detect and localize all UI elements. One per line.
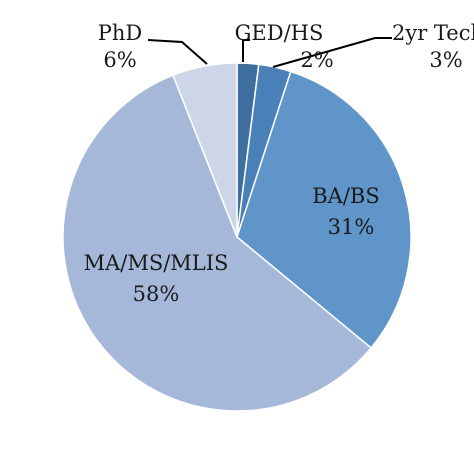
slice-labels: GED/HS 2% 2yr Tech 3% BA/BS 31% MA/MS/MLIS 58% P… bbox=[84, 21, 474, 306]
pie-slices bbox=[62, 62, 412, 412]
leader-line-ged-hs bbox=[242, 39, 250, 62]
slice-label-phd: PhD bbox=[98, 21, 143, 45]
slice-value-2yr-tech: 3% bbox=[429, 48, 462, 72]
pie-slice-phd bbox=[171, 62, 238, 238]
leader-line-phd bbox=[147, 39, 208, 65]
slice-value-ma-ms-mlis: 58% bbox=[133, 282, 180, 306]
slice-value-phd: 6% bbox=[103, 48, 136, 72]
slice-label-2yr-tech: 2yr Tech bbox=[392, 21, 474, 45]
slice-value-ged-hs: 2% bbox=[300, 48, 333, 72]
slice-label-ma-ms-mlis: MA/MS/MLIS bbox=[84, 251, 229, 275]
leader-lines bbox=[147, 37, 392, 68]
slice-value-ba-bs: 31% bbox=[328, 215, 375, 239]
pie-slice-ba-bs bbox=[236, 70, 412, 349]
slice-label-ba-bs: BA/BS bbox=[312, 184, 380, 208]
slice-label-ged-hs: GED/HS bbox=[235, 21, 324, 45]
pie-slice-ma-ms-mlis bbox=[62, 74, 373, 412]
leader-line-2yr-tech bbox=[272, 37, 392, 68]
